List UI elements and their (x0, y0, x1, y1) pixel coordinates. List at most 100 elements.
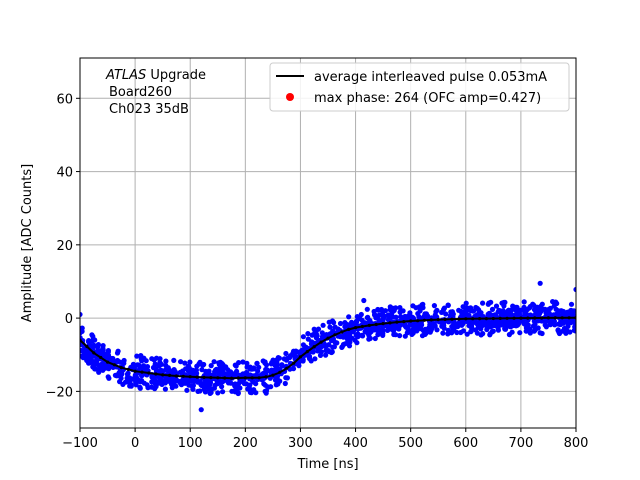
sample-point (199, 383, 205, 389)
sample-point (329, 349, 335, 355)
sample-point (208, 363, 214, 369)
sample-point (212, 367, 219, 373)
average-pulse-point (298, 355, 302, 359)
average-pulse-point (257, 376, 261, 380)
sample-point (539, 301, 545, 307)
sample-point (149, 356, 155, 362)
average-pulse-point (388, 321, 392, 325)
sample-point (431, 303, 437, 309)
sample-point (265, 384, 271, 390)
sample-point (416, 304, 422, 310)
average-pulse-point (519, 316, 523, 320)
annotation-channel: Ch023 35dB (109, 102, 189, 117)
sample-point (228, 369, 234, 375)
sample-point (463, 300, 469, 306)
average-pulse-point (374, 322, 378, 327)
sample-point (381, 313, 388, 319)
sample-point (361, 297, 367, 304)
sample-point (143, 358, 149, 364)
sample-point (568, 307, 574, 313)
sample-point (518, 307, 524, 313)
sample-point (273, 382, 279, 388)
y-axis-ticks: −20 0 20 40 60 (46, 92, 80, 400)
sample-point (212, 382, 218, 388)
average-pulse-point (181, 374, 185, 378)
sample-point (349, 319, 355, 325)
sample-point (506, 307, 512, 313)
sample-point (491, 322, 497, 328)
sample-point (533, 312, 539, 318)
sample-point (184, 387, 190, 393)
sample-point (80, 311, 83, 318)
sample-point (449, 324, 455, 330)
sample-point (415, 311, 421, 317)
sample-point (358, 311, 364, 318)
sample-point (319, 330, 325, 336)
average-pulse-point (202, 375, 206, 379)
average-pulse-point (409, 319, 413, 323)
x-tick-label: −100 (62, 436, 98, 451)
average-pulse-point (188, 375, 192, 379)
sample-point (195, 388, 201, 394)
sample-point (172, 369, 178, 375)
x-tick-label: 0 (131, 436, 139, 451)
sample-point (391, 307, 397, 314)
average-pulse-point (533, 316, 537, 320)
legend-entry-average: average interleaved pulse 0.053mA (314, 70, 547, 85)
sample-point (480, 331, 486, 337)
average-pulse-point (236, 376, 240, 380)
sample-point (329, 337, 335, 343)
sample-point (354, 314, 360, 320)
average-pulse-point (126, 367, 130, 371)
sample-point (568, 301, 575, 307)
sample-point (563, 330, 569, 336)
sample-point (85, 339, 92, 345)
average-pulse-point (450, 317, 454, 321)
sample-point (403, 314, 409, 320)
sample-point (551, 303, 557, 309)
average-pulse-point (340, 330, 344, 334)
average-pulse-point (484, 317, 488, 321)
average-pulse-point (471, 317, 475, 321)
sample-point (405, 327, 411, 333)
average-pulse-point (278, 370, 282, 374)
sample-point (460, 328, 467, 334)
sample-point (463, 310, 469, 316)
average-pulse-point (464, 317, 468, 321)
sample-point (136, 362, 142, 368)
x-axis-label: Time [ns] (296, 457, 358, 472)
sample-point (264, 367, 270, 373)
average-pulse-point (271, 373, 275, 377)
sample-point (117, 373, 123, 379)
sample-point (95, 342, 101, 348)
sample-point (454, 329, 460, 336)
sample-point (198, 407, 204, 413)
sample-point (464, 331, 470, 337)
y-tick-label: 40 (56, 166, 73, 181)
sample-point (508, 312, 514, 318)
average-pulse-point (195, 375, 199, 379)
sample-point (90, 343, 96, 349)
sample-point (296, 363, 302, 369)
annotation-line-1: ATLAS Upgrade (105, 68, 206, 83)
sample-point (234, 383, 240, 389)
sample-point (153, 355, 160, 361)
sample-point (449, 309, 455, 315)
sample-point (402, 333, 408, 339)
sample-point (487, 320, 494, 326)
average-pulse-point (457, 317, 461, 321)
sample-point (359, 332, 365, 338)
sample-point (86, 357, 92, 363)
sample-point (182, 360, 188, 366)
sample-point (250, 379, 256, 385)
sample-point (385, 317, 391, 323)
sample-point (345, 322, 351, 329)
sample-point (228, 380, 234, 386)
average-line-series (80, 316, 576, 380)
average-pulse-point (367, 323, 371, 327)
sample-point (474, 330, 480, 336)
sample-point (535, 325, 541, 331)
sample-point (326, 342, 332, 348)
sample-point (327, 324, 333, 330)
